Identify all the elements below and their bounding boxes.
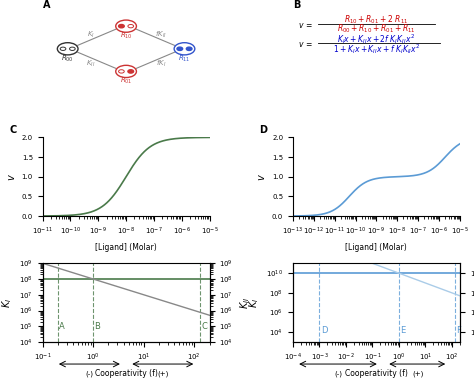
Text: $R_{11}$: $R_{11}$ [178, 54, 191, 64]
Text: C: C [9, 125, 17, 135]
Text: $R_{10}$: $R_{10}$ [119, 31, 133, 41]
Text: C: C [201, 322, 207, 331]
Text: $K_{II}$: $K_{II}$ [86, 59, 96, 69]
Circle shape [128, 70, 134, 73]
Text: E: E [401, 326, 406, 335]
Y-axis label: $K_I$: $K_I$ [0, 298, 14, 308]
Text: A: A [43, 0, 50, 10]
Y-axis label: v: v [6, 174, 16, 180]
Y-axis label: $K_I$: $K_I$ [247, 298, 261, 308]
Y-axis label: $K_{II}$: $K_{II}$ [238, 296, 253, 309]
Text: $fK_I$: $fK_I$ [156, 59, 166, 69]
Text: $R_{00}$: $R_{00}$ [61, 54, 74, 64]
Text: $R_{01}$: $R_{01}$ [120, 76, 132, 86]
Text: $v$: $v$ [298, 40, 305, 49]
Circle shape [186, 47, 192, 51]
Text: A: A [59, 322, 64, 331]
Text: =: = [305, 40, 311, 49]
Text: F: F [456, 326, 461, 335]
Text: (+): (+) [157, 370, 168, 377]
X-axis label: Cooperativity (f): Cooperativity (f) [95, 369, 157, 378]
Text: $v$: $v$ [298, 21, 305, 30]
Text: (-): (-) [85, 370, 93, 377]
Text: D: D [260, 125, 267, 135]
Text: (-): (-) [334, 370, 342, 377]
Text: $R_{10} + R_{01} + 2\ R_{11}$: $R_{10} + R_{01} + 2\ R_{11}$ [344, 14, 409, 26]
X-axis label: [Ligand] (Molar): [Ligand] (Molar) [346, 243, 407, 252]
Circle shape [118, 24, 124, 28]
X-axis label: Cooperativity (f): Cooperativity (f) [345, 369, 408, 378]
Text: B: B [94, 322, 100, 331]
Text: (+): (+) [412, 370, 424, 377]
Text: D: D [321, 326, 328, 335]
Text: $K_I x + K_{II} x + 2f\ K_I K_{II} x^2$: $K_I x + K_{II} x + 2f\ K_I K_{II} x^2$ [337, 32, 415, 46]
Text: $fK_{II}$: $fK_{II}$ [155, 29, 167, 40]
Circle shape [177, 47, 182, 51]
Y-axis label: v: v [256, 174, 266, 180]
Text: $R_{00} + R_{10} + R_{01} + R_{11}$: $R_{00} + R_{10} + R_{01} + R_{11}$ [337, 23, 416, 35]
X-axis label: [Ligand] (Molar): [Ligand] (Molar) [95, 243, 157, 252]
Text: $1 + K_I x + K_{II} x + f\ K_I K_{II} x^2$: $1 + K_I x + K_{II} x + f\ K_I K_{II} x^… [333, 42, 420, 56]
Text: B: B [293, 0, 301, 10]
Text: $K_I$: $K_I$ [87, 29, 95, 40]
Text: =: = [305, 21, 311, 30]
